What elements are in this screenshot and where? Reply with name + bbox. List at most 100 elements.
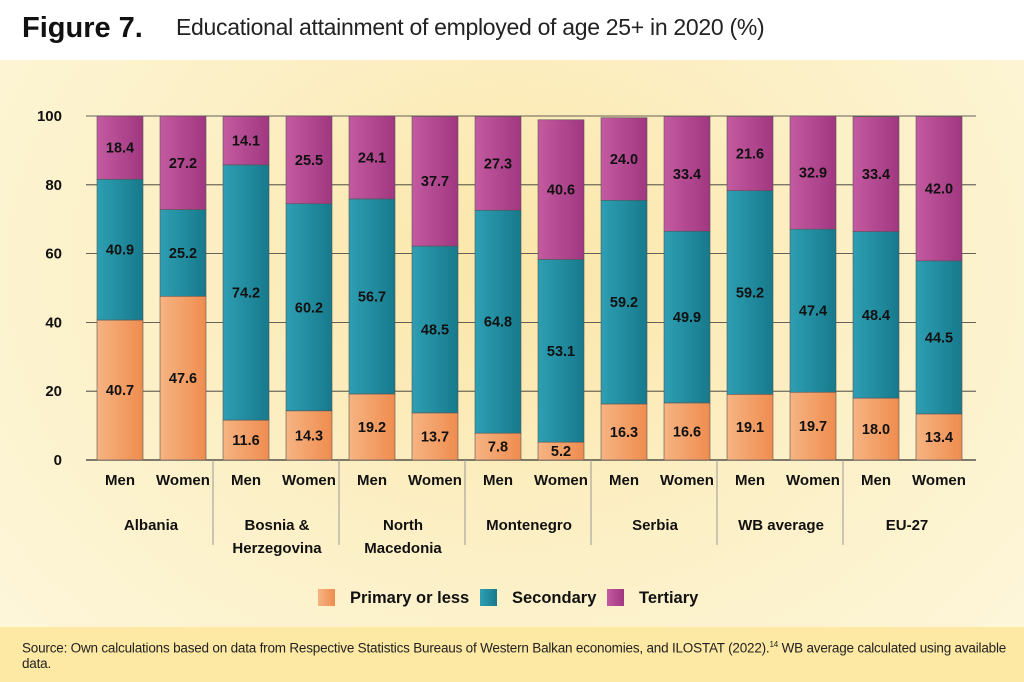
- bar-segment-tertiary: [852, 116, 900, 232]
- data-label: 33.4: [862, 167, 890, 183]
- bar-segment-tertiary: [348, 115, 396, 200]
- bar-segment-secondary: [474, 209, 522, 434]
- bar-segment-primary: [285, 410, 333, 461]
- data-label: 40.7: [106, 383, 134, 399]
- bar-segment-primary: [411, 412, 459, 461]
- data-label: 19.7: [799, 419, 827, 435]
- legend-label-tertiary: Tertiary: [639, 589, 699, 607]
- x-tick-label: Women: [534, 472, 588, 489]
- y-tick-label: 20: [45, 383, 62, 400]
- data-label: 40.6: [547, 183, 575, 199]
- bar-segment-secondary: [789, 228, 837, 393]
- group-label: WB average: [738, 517, 824, 534]
- x-tick-label: Men: [483, 472, 513, 489]
- x-tick-label: Men: [231, 472, 261, 489]
- legend-swatch-primary: [318, 589, 335, 606]
- figure-header: Figure 7. Educational attainment of empl…: [0, 0, 1024, 60]
- data-label: 56.7: [358, 289, 386, 305]
- data-label: 13.7: [421, 429, 449, 445]
- group-label: Macedonia: [364, 540, 442, 557]
- bar-segment-secondary: [663, 230, 711, 404]
- data-label: 59.2: [610, 295, 638, 311]
- data-label: 14.3: [295, 428, 323, 444]
- bar-segment-secondary: [915, 260, 963, 415]
- bar-segment-tertiary: [789, 115, 837, 230]
- data-label: 25.5: [295, 153, 323, 169]
- bar-segment-tertiary: [159, 115, 207, 210]
- data-label: 18.4: [106, 141, 134, 157]
- x-tick-label: Men: [105, 472, 135, 489]
- bar-segment-tertiary: [411, 116, 459, 247]
- data-label: 16.3: [610, 425, 638, 441]
- figure-title: Educational attainment of employed of ag…: [176, 14, 765, 40]
- x-tick-label: Men: [861, 472, 891, 489]
- bar-segment-primary: [348, 393, 396, 461]
- group-label: Montenegro: [486, 517, 572, 534]
- data-label: 27.3: [484, 156, 512, 172]
- bar-segment-tertiary: [726, 116, 774, 191]
- stacked-bar-chart: 0 20 40 60 80 100 40.7 40.9 18.4 Men 47.6 25.2 27.2 W…: [37, 108, 976, 607]
- bar-segment-primary: [789, 391, 837, 461]
- data-label: 44.5: [925, 330, 953, 346]
- group-label: Bosnia &: [244, 517, 309, 534]
- data-label: 48.5: [421, 322, 449, 338]
- bar-segment-tertiary: [285, 115, 333, 205]
- source-footnote-ref: 14: [769, 640, 779, 649]
- data-label: 24.0: [610, 152, 638, 168]
- data-label: 40.9: [106, 243, 134, 259]
- x-tick-label: Women: [156, 472, 210, 489]
- data-label: 24.1: [358, 150, 386, 166]
- data-label: 74.2: [232, 285, 260, 301]
- data-label: 5.2: [551, 444, 571, 460]
- legend-swatch-secondary: [480, 589, 497, 606]
- bar-segment-secondary: [285, 203, 333, 412]
- data-label: 19.1: [736, 420, 764, 436]
- legend-swatch-tertiary: [607, 589, 624, 606]
- x-tick-label: Women: [282, 472, 336, 489]
- data-label: 21.6: [736, 146, 764, 162]
- x-tick-label: Men: [357, 472, 387, 489]
- bar-segment-primary: [600, 403, 648, 461]
- group-label: North: [383, 517, 423, 534]
- data-label: 18.0: [862, 422, 890, 438]
- bar-segment-secondary: [222, 164, 270, 421]
- x-tick-label: Men: [609, 472, 639, 489]
- data-label: 11.6: [232, 433, 259, 449]
- bar-segment-secondary: [537, 259, 585, 443]
- data-label: 19.2: [358, 420, 386, 436]
- data-label: 16.6: [673, 424, 701, 440]
- data-label: 47.4: [799, 304, 827, 320]
- bar-segment-secondary: [348, 198, 396, 395]
- source-text-2: WB average calculated using available da…: [22, 640, 1007, 671]
- bar-segment-primary: [474, 432, 522, 461]
- data-label: 25.2: [169, 246, 197, 262]
- y-tick-label: 40: [45, 314, 62, 331]
- legend-label-secondary: Secondary: [512, 589, 597, 607]
- x-tick-label: Men: [735, 472, 765, 489]
- bar-segment-primary: [852, 397, 900, 461]
- group-label: EU-27: [886, 517, 929, 534]
- data-label: 60.2: [295, 300, 323, 316]
- x-tick-label: Women: [786, 472, 840, 489]
- data-label: 27.2: [169, 156, 197, 172]
- data-label: 32.9: [799, 166, 827, 182]
- bar-segment-tertiary: [96, 115, 144, 180]
- data-label: 33.4: [673, 167, 701, 183]
- source-band: [0, 627, 1024, 682]
- data-label: 64.8: [484, 315, 512, 331]
- source-text: Source: Own calculations based on data f…: [22, 640, 770, 656]
- source-note: Source: Own calculations based on data f…: [22, 640, 1024, 671]
- legend-label-primary: Primary or less: [350, 589, 469, 607]
- bar-segment-primary: [726, 393, 774, 461]
- group-label: Albania: [124, 517, 179, 534]
- x-tick-label: Women: [408, 472, 462, 489]
- bar-segment-primary: [222, 419, 270, 461]
- data-label: 59.2: [736, 285, 764, 301]
- data-label: 49.9: [673, 310, 701, 326]
- y-tick-label: 100: [37, 108, 62, 125]
- x-tick-label: Women: [660, 472, 714, 489]
- bar-segment-tertiary: [600, 117, 648, 201]
- data-label: 13.4: [925, 430, 953, 446]
- group-label: Serbia: [632, 517, 679, 534]
- data-label: 7.8: [488, 440, 508, 456]
